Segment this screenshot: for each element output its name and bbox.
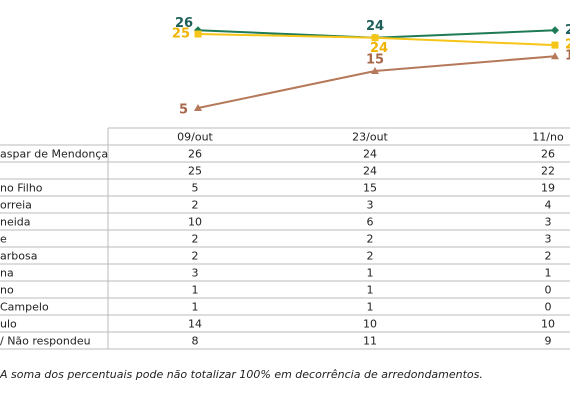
row-label: no bbox=[0, 284, 14, 297]
data-label: 24 bbox=[366, 19, 384, 34]
cell-value: 26 bbox=[188, 148, 202, 161]
cell-value: 4 bbox=[545, 199, 552, 212]
cell-value: 19 bbox=[541, 182, 555, 195]
cell-value: 1 bbox=[367, 301, 374, 314]
cell-value: 1 bbox=[367, 284, 374, 297]
row-label: arbosa bbox=[0, 250, 37, 263]
marker bbox=[371, 67, 379, 74]
data-label: 25 bbox=[172, 27, 190, 42]
data-label: 26 bbox=[175, 16, 193, 31]
cell-value: 11 bbox=[363, 335, 377, 348]
cell-value: 5 bbox=[192, 182, 199, 195]
cell-value: 24 bbox=[363, 165, 377, 178]
row-label: Campelo bbox=[0, 301, 49, 314]
cell-value: 3 bbox=[545, 233, 552, 246]
data-label: 19 bbox=[565, 49, 570, 64]
cell-value: 10 bbox=[188, 216, 202, 229]
cell-value: 1 bbox=[192, 284, 199, 297]
marker bbox=[551, 52, 559, 60]
cell-value: 10 bbox=[363, 318, 377, 331]
marker bbox=[551, 41, 559, 49]
row-label: ulo bbox=[0, 318, 17, 331]
data-label: 26 bbox=[565, 23, 570, 38]
cell-value: 25 bbox=[188, 165, 202, 178]
cell-value: 15 bbox=[363, 182, 377, 195]
cell-value: 8 bbox=[192, 335, 199, 348]
cell-value: 3 bbox=[545, 216, 552, 229]
cell-value: 2 bbox=[367, 250, 374, 263]
marker bbox=[194, 30, 202, 38]
cell-value: 14 bbox=[188, 318, 202, 331]
cell-value: 2 bbox=[192, 233, 199, 246]
cell-value: 1 bbox=[192, 301, 199, 314]
row-label: / Não respondeu bbox=[0, 335, 91, 348]
row-label: no Filho bbox=[0, 182, 43, 195]
marker bbox=[551, 26, 559, 35]
row-label: na bbox=[0, 267, 14, 280]
cell-value: 3 bbox=[367, 199, 374, 212]
cell-value: 1 bbox=[545, 267, 552, 280]
footnote: A soma dos percentuais pode não totaliza… bbox=[0, 368, 483, 381]
row-label: aspar de Mendonça bbox=[0, 148, 108, 161]
data-label: 24 bbox=[370, 41, 388, 56]
column-header: 09/out bbox=[177, 131, 213, 144]
marker bbox=[194, 104, 202, 111]
data-label: 22 bbox=[565, 38, 570, 53]
cell-value: 1 bbox=[367, 267, 374, 280]
cell-value: 2 bbox=[192, 199, 199, 212]
column-header: 11/no bbox=[532, 131, 564, 144]
marker bbox=[371, 34, 379, 42]
cell-value: 0 bbox=[545, 284, 552, 297]
cell-value: 6 bbox=[367, 216, 374, 229]
cell-value: 9 bbox=[545, 335, 552, 348]
row-label: neida bbox=[0, 216, 31, 229]
cell-value: 3 bbox=[192, 267, 199, 280]
data-label: 15 bbox=[366, 53, 384, 68]
data-label: 5 bbox=[179, 103, 188, 118]
row-label: orreia bbox=[0, 199, 32, 212]
cell-value: 2 bbox=[545, 250, 552, 263]
cell-value: 10 bbox=[541, 318, 555, 331]
cell-value: 0 bbox=[545, 301, 552, 314]
cell-value: 22 bbox=[541, 165, 555, 178]
cell-value: 24 bbox=[363, 148, 377, 161]
column-header: 23/out bbox=[352, 131, 388, 144]
cell-value: 26 bbox=[541, 148, 555, 161]
cell-value: 2 bbox=[192, 250, 199, 263]
cell-value: 2 bbox=[367, 233, 374, 246]
row-label: e bbox=[0, 233, 7, 246]
